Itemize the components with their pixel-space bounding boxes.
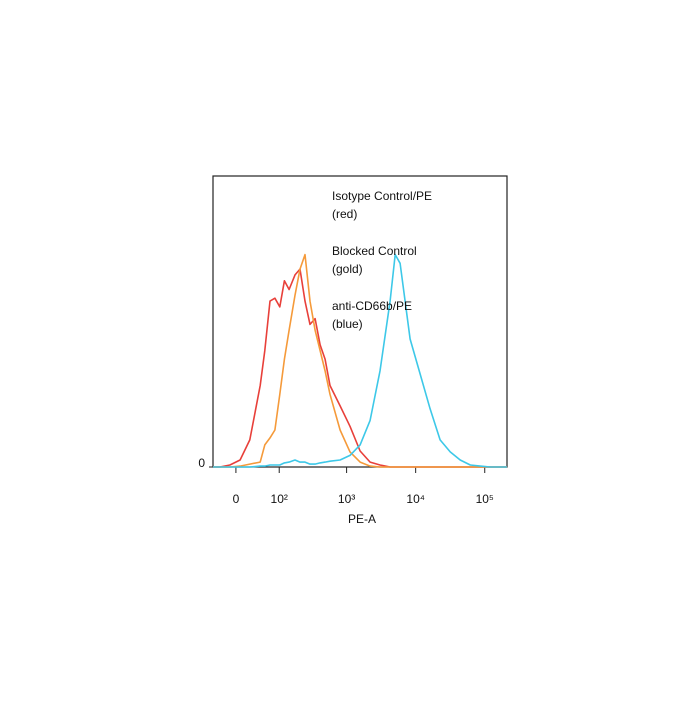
histogram-line	[213, 253, 507, 468]
x-tick-label: 10³	[338, 492, 355, 506]
x-tick-label: 10⁴	[406, 492, 425, 506]
x-tick-label: 10²	[271, 492, 288, 506]
histogram-line	[213, 253, 507, 468]
x-tick-label: 0	[233, 492, 240, 506]
x-axis-label: PE-A	[348, 512, 376, 526]
legend-label: Isotype Control/PE	[332, 189, 432, 203]
annotation: (blue)	[332, 317, 363, 331]
legend-label: anti-CD66b/PE	[332, 299, 412, 313]
x-tick-label: 10⁵	[476, 492, 494, 506]
annotation: (red)	[332, 207, 357, 221]
annotation: (gold)	[332, 262, 363, 276]
legend-label: Blocked Control	[332, 244, 417, 258]
plot-frame	[212, 175, 508, 468]
y-tick-label: 0	[198, 456, 205, 470]
